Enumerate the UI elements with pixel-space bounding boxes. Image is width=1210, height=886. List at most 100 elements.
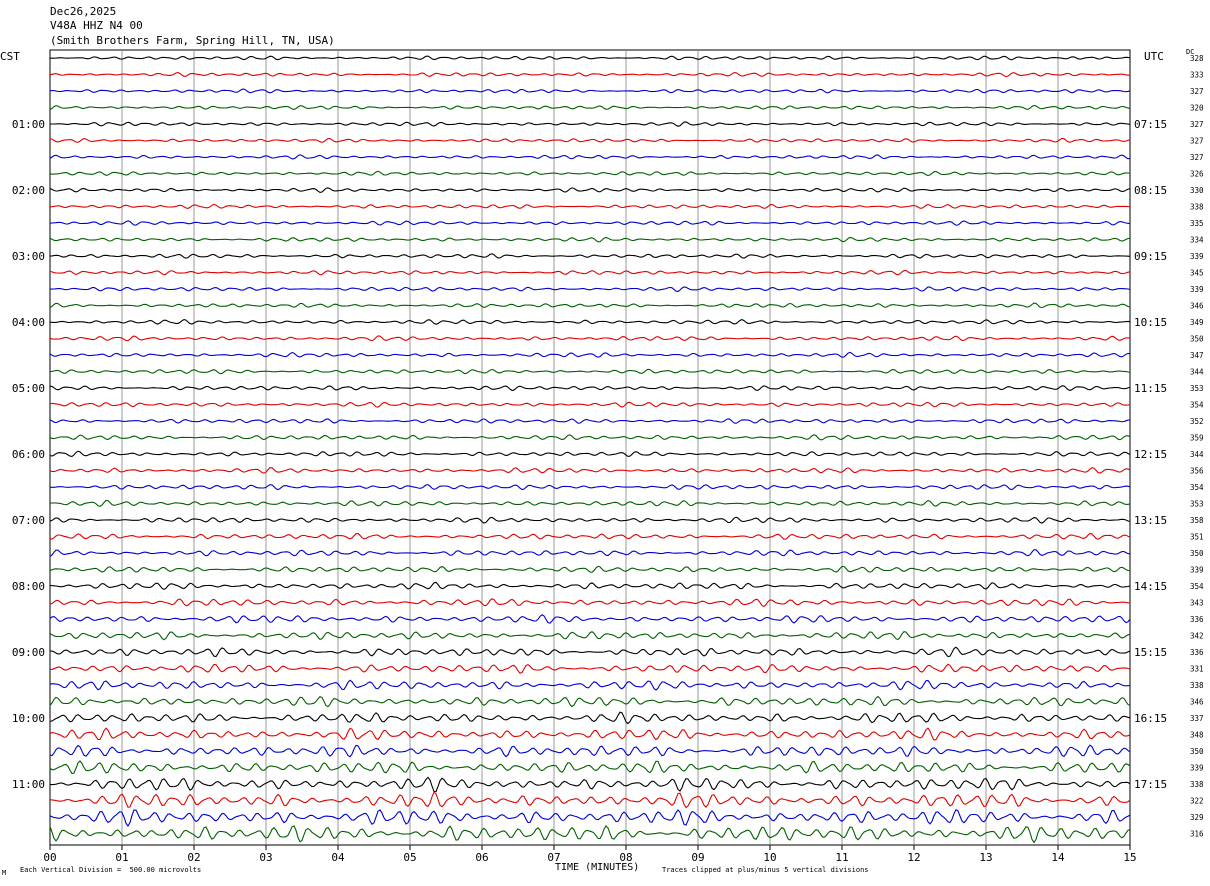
seismic-trace xyxy=(49,565,1131,573)
dc-offset-label: 338 xyxy=(1190,681,1204,690)
right-timezone-label: UTC xyxy=(1144,50,1164,63)
dc-offset-label: 347 xyxy=(1190,351,1204,360)
seismic-trace xyxy=(49,253,1131,259)
dc-offset-label: 350 xyxy=(1190,335,1204,344)
seismic-trace xyxy=(49,137,1131,143)
dc-offset-label: 339 xyxy=(1190,285,1204,294)
dc-offset-label: 330 xyxy=(1190,186,1204,195)
seismic-trace xyxy=(49,484,1131,491)
cst-hour-label: 02:00 xyxy=(12,184,45,197)
dc-offset-label: 349 xyxy=(1190,318,1204,327)
seismic-trace xyxy=(49,434,1131,441)
seismic-trace xyxy=(49,467,1131,474)
seismic-trace xyxy=(49,581,1131,591)
seismic-trace xyxy=(49,614,1131,624)
seismic-trace xyxy=(49,187,1131,193)
dc-offset-label: 350 xyxy=(1190,549,1204,558)
seismic-trace xyxy=(49,450,1131,457)
cst-hour-label: 08:00 xyxy=(12,580,45,593)
seismic-trace xyxy=(49,88,1131,94)
seismic-trace xyxy=(49,170,1131,177)
x-tick-label: 06 xyxy=(475,851,488,864)
seismic-trace xyxy=(49,776,1131,793)
seismic-trace xyxy=(49,302,1131,309)
x-tick-label: 07 xyxy=(547,851,560,864)
dc-offset-label: 346 xyxy=(1190,302,1204,311)
dc-offset-label: 350 xyxy=(1190,747,1204,756)
x-tick-label: 10 xyxy=(763,851,776,864)
dc-offset-label: 328 xyxy=(1190,54,1204,63)
seismic-trace xyxy=(49,760,1131,775)
dc-offset-label: 329 xyxy=(1190,813,1204,822)
dc-offset-label: 331 xyxy=(1190,665,1204,674)
seismic-trace xyxy=(49,269,1131,276)
x-tick-label: 14 xyxy=(1051,851,1065,864)
utc-hour-label: 17:15 xyxy=(1134,778,1167,791)
seismic-trace xyxy=(49,104,1131,111)
seismic-trace xyxy=(49,499,1131,508)
utc-hour-label: 09:15 xyxy=(1134,250,1167,263)
cst-hour-label: 07:00 xyxy=(12,514,45,527)
seismic-trace xyxy=(49,630,1131,641)
utc-hour-label: 07:15 xyxy=(1134,118,1167,131)
utc-hour-label: 14:15 xyxy=(1134,580,1167,593)
x-tick-label: 05 xyxy=(403,851,416,864)
dc-offset-label: 351 xyxy=(1190,533,1204,542)
dc-offset-label: 339 xyxy=(1190,252,1204,261)
dc-offset-label: 338 xyxy=(1190,203,1204,212)
left-timezone-label: CST xyxy=(0,50,20,63)
corner-mark: M xyxy=(2,869,7,877)
cst-hour-label: 10:00 xyxy=(12,712,45,725)
utc-hour-label: 08:15 xyxy=(1134,184,1167,197)
dc-offset-label: 344 xyxy=(1190,368,1204,377)
dc-offset-label: 327 xyxy=(1190,153,1204,162)
x-tick-label: 09 xyxy=(691,851,704,864)
seismic-trace xyxy=(49,711,1131,725)
seismic-trace xyxy=(49,335,1131,342)
header-location: (Smith Brothers Farm, Spring Hill, TN, U… xyxy=(50,34,335,47)
seismic-trace xyxy=(49,679,1131,691)
division-note: Each Vertical Division = 500.00 microvol… xyxy=(20,866,202,874)
utc-hour-label: 12:15 xyxy=(1134,448,1167,461)
dc-offset-label: 359 xyxy=(1190,434,1204,443)
cst-hour-label: 03:00 xyxy=(12,250,45,263)
dc-offset-label: 322 xyxy=(1190,797,1204,806)
dc-offset-label: 348 xyxy=(1190,731,1204,740)
dc-offset-label: 352 xyxy=(1190,417,1204,426)
dc-offset-label: 339 xyxy=(1190,764,1204,773)
dc-offset-label: 344 xyxy=(1190,450,1204,459)
dc-offset-label: 354 xyxy=(1190,401,1204,410)
clip-note: Traces clipped at plus/minus 5 vertical … xyxy=(662,866,869,874)
x-axis-title: TIME (MINUTES) xyxy=(555,862,640,873)
seismic-trace xyxy=(49,55,1131,61)
dc-offset-label: 334 xyxy=(1190,236,1204,245)
x-tick-label: 03 xyxy=(259,851,272,864)
dc-offset-label: 327 xyxy=(1190,120,1204,129)
x-tick-label: 15 xyxy=(1123,851,1136,864)
dc-offset-label: 354 xyxy=(1190,483,1204,492)
seismic-trace xyxy=(49,516,1131,524)
x-tick-label: 11 xyxy=(835,851,848,864)
dc-offset-label: 345 xyxy=(1190,269,1204,278)
cst-hour-label: 04:00 xyxy=(12,316,45,329)
x-tick-label: 08 xyxy=(619,851,632,864)
x-tick-label: 04 xyxy=(331,851,345,864)
x-tick-label: 00 xyxy=(43,851,56,864)
seismic-trace xyxy=(49,663,1131,674)
seismic-trace xyxy=(49,236,1131,243)
trace-layer xyxy=(49,55,1131,844)
header-date: Dec26,2025 xyxy=(50,5,117,18)
label-layer: 00 01 02 03 04 05 06 07 08 09 10 11 12 13 14 15 328 333 32… xyxy=(12,54,1204,864)
seismic-trace xyxy=(49,351,1131,358)
dc-column-label: DC xyxy=(1186,48,1195,56)
seismic-trace xyxy=(49,385,1131,392)
dc-offset-label: 356 xyxy=(1190,467,1204,476)
dc-offset-label: 353 xyxy=(1190,384,1204,393)
dc-offset-label: 327 xyxy=(1190,137,1204,146)
x-tick-label: 12 xyxy=(907,851,920,864)
seismic-trace xyxy=(49,154,1131,160)
x-tick-label: 13 xyxy=(979,851,992,864)
seismic-trace xyxy=(50,286,1131,293)
cst-hour-label: 06:00 xyxy=(12,448,45,461)
